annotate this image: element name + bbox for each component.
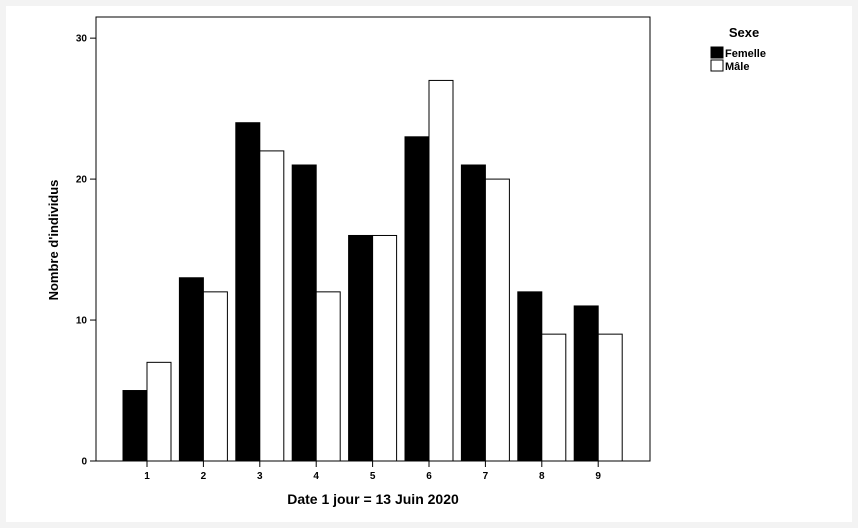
x-tick-label: 4	[313, 471, 319, 482]
bar-femelle-3	[235, 122, 261, 462]
legend-swatch-femelle	[710, 46, 724, 59]
bar-male-2	[202, 291, 228, 462]
legend-title: Sexe	[729, 25, 759, 40]
bar-male-3	[259, 150, 285, 462]
x-tick-label: 5	[370, 471, 376, 482]
y-tick-label: 30	[76, 34, 88, 45]
x-tick-label: 1	[144, 471, 150, 482]
bar-femelle-7	[460, 164, 486, 462]
x-tick-label: 7	[483, 471, 489, 482]
bar-male-8	[541, 333, 567, 462]
x-axis-title: Date 1 jour = 13 Juin 2020	[287, 491, 459, 507]
legend: Sexe Femelle Mâle	[710, 25, 766, 73]
bar-femelle-8	[517, 291, 543, 462]
bar-male-7	[484, 178, 510, 462]
bar-femelle-5	[348, 234, 374, 462]
bar-male-6	[428, 79, 454, 462]
bar-femelle-9	[573, 305, 599, 462]
bar-femelle-6	[404, 136, 430, 462]
bar-femelle-1	[122, 390, 148, 462]
bar-male-9	[597, 333, 623, 462]
x-tick-label: 3	[257, 471, 263, 482]
bar-male-4	[315, 291, 341, 462]
legend-label-male: Mâle	[725, 61, 749, 73]
bars	[122, 79, 623, 462]
y-axis-title: Nombre d'individus	[46, 180, 61, 301]
x-axis-ticks: 1 2 3 4 5 6 7 8 9	[144, 461, 601, 482]
x-tick-label: 9	[595, 471, 601, 482]
x-tick-label: 6	[426, 471, 432, 482]
bar-femelle-2	[178, 277, 204, 462]
y-tick-label: 20	[76, 175, 88, 186]
legend-label-femelle: Femelle	[725, 48, 766, 60]
x-tick-label: 8	[539, 471, 545, 482]
x-tick-label: 2	[201, 471, 207, 482]
bar-femelle-4	[291, 164, 317, 462]
y-axis-ticks: 0 10 20 30	[76, 34, 96, 468]
y-tick-label: 0	[81, 457, 87, 468]
bar-male-1	[146, 361, 172, 462]
bar-male-5	[372, 234, 398, 462]
y-tick-label: 10	[76, 316, 88, 327]
legend-swatch-male	[710, 59, 724, 72]
